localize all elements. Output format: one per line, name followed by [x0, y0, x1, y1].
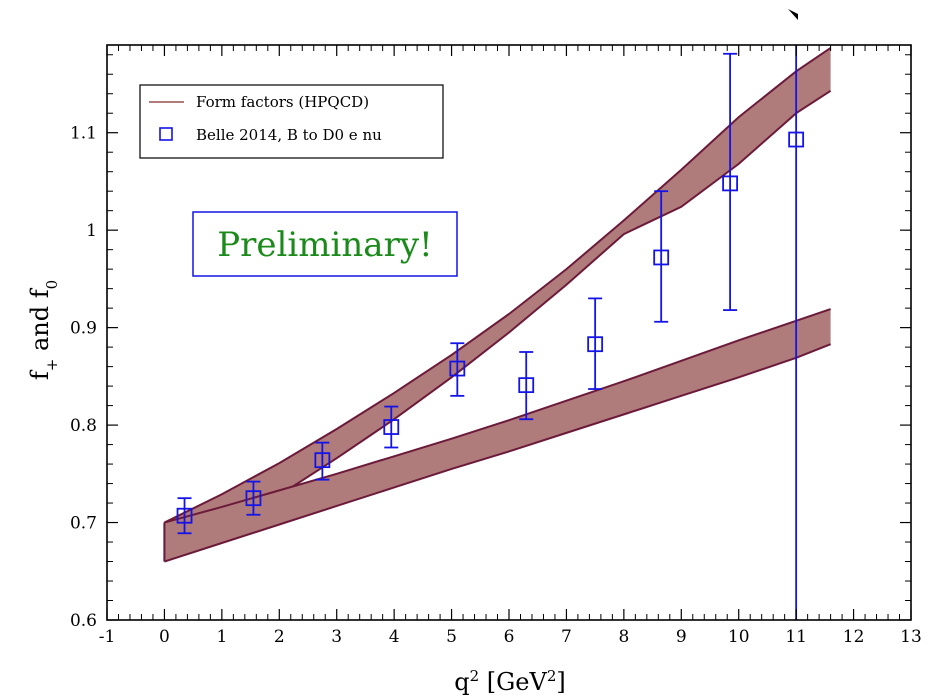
- x-axis-title-sup: 2: [470, 667, 480, 685]
- x-axis-title-unit-close: ]: [556, 668, 565, 696]
- data-point: [587, 336, 604, 353]
- y-axis-title-and: and f: [26, 287, 54, 358]
- x-axis-title: q2 [GeV2]: [454, 667, 566, 696]
- x-tick-label: 13: [900, 627, 922, 647]
- data-point: [383, 419, 400, 435]
- x-tick-label: 12: [843, 627, 865, 647]
- x-tick-label: 10: [728, 627, 750, 647]
- x-tick-label: -1: [99, 627, 116, 647]
- x-tick-label: 2: [274, 627, 285, 647]
- y-axis-title: f+ and f0: [26, 280, 61, 380]
- y-tick-label: 0.9: [70, 319, 97, 339]
- x-tick-label: 8: [618, 627, 629, 647]
- preliminary-text: Preliminary!: [217, 225, 432, 265]
- band-upper-edge-f_plus: [163, 47, 832, 524]
- data-point: [245, 490, 262, 507]
- legend-label-belle: Belle 2014, B to D0 e nu: [196, 126, 382, 144]
- y-tick-label: 0.7: [70, 514, 97, 534]
- band-lower-edge-f_zero: [164, 343, 831, 563]
- ticks-layer: [106, 45, 912, 621]
- x-tick-label: 6: [504, 627, 515, 647]
- legend: Form factors (HPQCD) Belle 2014, B to D0…: [139, 84, 444, 159]
- data-point: [788, 131, 805, 148]
- legend-points-swatch: [159, 127, 173, 141]
- x-axis-title-unit-sup: 2: [547, 667, 557, 685]
- x-tick-label: 7: [561, 627, 572, 647]
- data-point: [518, 377, 535, 394]
- x-tick-label: 3: [331, 627, 342, 647]
- data-point: [449, 360, 466, 377]
- x-tick-label: 4: [389, 627, 400, 647]
- preliminary-annotation: Preliminary!: [192, 211, 458, 277]
- y-axis-title-zero: 0: [43, 280, 61, 290]
- y-tick-label: 0.8: [70, 416, 97, 436]
- data-point: [653, 249, 670, 266]
- tick-labels-layer: -1 0 1 2 3 4 5 6 7 8 9 10 11 12 130.60.70.80.911.1: [70, 124, 922, 647]
- x-tick-label: 11: [785, 627, 807, 647]
- data-point: [722, 175, 738, 192]
- y-axis-title-f: f: [26, 369, 54, 380]
- y-tick-label: 0.6: [70, 611, 97, 631]
- points-layer: [176, 45, 805, 620]
- legend-box: [139, 84, 444, 159]
- preliminary-box: [192, 211, 458, 277]
- x-tick-label: 9: [676, 627, 687, 647]
- y-tick-label: 1.1: [70, 124, 97, 144]
- band-f_zero: [164, 309, 831, 562]
- data-point: [314, 452, 331, 469]
- corner-mark-icon: [788, 9, 798, 20]
- x-axis-title-unit-open: [GeV: [479, 668, 547, 696]
- x-tick-label: 0: [159, 627, 170, 647]
- data-point: [176, 507, 193, 524]
- y-tick-label: 1: [86, 221, 97, 241]
- x-tick-label: 1: [216, 627, 227, 647]
- x-axis-title-q: q: [454, 668, 469, 696]
- y-axis-title-plus: +: [43, 359, 61, 372]
- x-tick-label: 5: [446, 627, 457, 647]
- band-upper-edge-f_zero: [164, 308, 831, 524]
- legend-label-form-factors: Form factors (HPQCD): [196, 93, 369, 111]
- bands-layer: [163, 47, 832, 563]
